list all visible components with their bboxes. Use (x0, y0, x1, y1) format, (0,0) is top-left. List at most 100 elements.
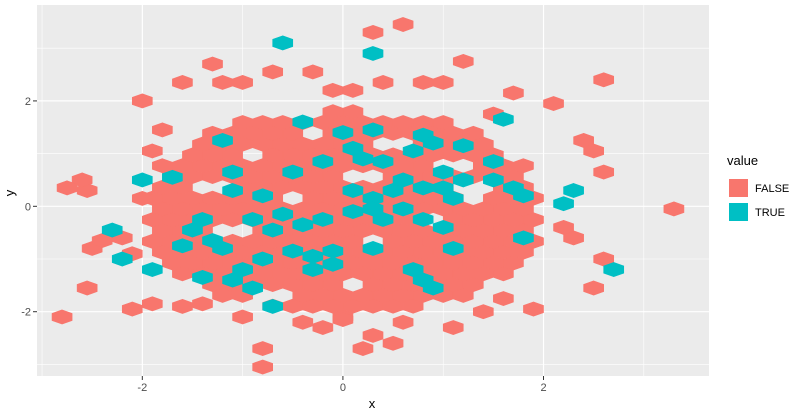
axes: -2 0 2 -2 0 2 (21, 96, 546, 394)
hex-bin-true (172, 238, 193, 254)
hex-bin-true (192, 270, 213, 285)
hex-bin-true (342, 183, 364, 198)
hex-bin-true (312, 212, 334, 227)
legend-label-false: FALSE (755, 183, 789, 195)
hex-bin-false (232, 75, 253, 90)
hex-bin-true (513, 230, 534, 246)
hex-bin-true (212, 241, 233, 256)
hex-bin-true (242, 280, 263, 296)
hex-bin-false (372, 75, 394, 90)
hex-bin-false (442, 320, 464, 335)
hex-bin-true (162, 169, 183, 185)
hex-bin-true (452, 138, 474, 154)
legend-label-true: TRUE (755, 207, 785, 219)
hex-bin-false (56, 180, 78, 196)
hex-bin-true (282, 243, 304, 259)
hex-bin-false (362, 327, 384, 343)
hex-bin-true (302, 262, 324, 277)
hex-bin-false (543, 96, 564, 111)
hex-bin-false (292, 314, 314, 330)
hex-bin-false (553, 219, 574, 235)
hex-bin-true (272, 35, 294, 51)
hex-bin-false (252, 359, 274, 375)
hex-bin-true (422, 280, 444, 296)
hex-bin-true (332, 125, 354, 140)
hex-bin-false (663, 201, 685, 217)
hex-bin-false (493, 291, 514, 306)
hex-bin-false (192, 296, 213, 312)
hex-bin-false (432, 115, 454, 130)
hex-bin-false (362, 24, 384, 40)
hex-bin-false (172, 75, 193, 90)
hex-bin-true (222, 164, 243, 180)
hex-bin-false (593, 72, 615, 88)
hex-bin-false (593, 164, 615, 180)
y-tick-label: -2 (21, 307, 31, 319)
hex-bin-true (483, 172, 504, 188)
hex-bin-false (121, 301, 143, 317)
hex-bin-false (332, 312, 354, 328)
hex-bin-false (523, 301, 544, 317)
hex-bin-true (182, 222, 203, 238)
hex-bin-false (262, 64, 284, 80)
hex-bin-false (131, 190, 153, 206)
hex-bin-false (142, 143, 163, 159)
hex-bin-false (342, 104, 364, 120)
legend: value FALSE TRUE (727, 153, 789, 221)
hex-bin-false (76, 280, 98, 296)
hex-bin-true (252, 251, 274, 267)
hex-bin-true (513, 188, 534, 204)
hex-bin-true (432, 219, 454, 235)
y-axis-title: y (2, 189, 17, 196)
hex-bin-true (553, 196, 574, 212)
legend-key-true (729, 203, 748, 221)
hex-bin-true (322, 256, 344, 272)
hex-bin-true (262, 222, 284, 238)
x-tick-label: 0 (340, 382, 346, 394)
legend-title: value (727, 153, 758, 168)
hex-bin-false (583, 280, 604, 296)
hex-bin-false (71, 172, 93, 188)
hex-bin-true (101, 222, 123, 238)
hex-bin-true (422, 135, 444, 151)
hex-bin-false (452, 53, 474, 69)
hex-bin-true (292, 114, 314, 130)
hex-bin-false (51, 309, 73, 325)
x-tick-label: 2 (540, 382, 546, 394)
hex-bins (51, 17, 685, 375)
hex-bin-true (362, 122, 384, 138)
legend-key-false (729, 179, 748, 197)
hex-bin-true (402, 143, 424, 159)
hex-bin-false (232, 309, 253, 325)
x-axis-title: x (369, 396, 376, 411)
hex-bin-true (362, 241, 384, 256)
hex-bin-true (483, 154, 504, 169)
hex-bin-true (272, 206, 294, 222)
hex-bin-false (252, 341, 274, 357)
hex-bin-true (111, 251, 133, 267)
hex-bin-true (603, 262, 625, 277)
hex-bin-true (392, 201, 414, 217)
hex-bin-false (432, 75, 454, 90)
hex-bin-false (472, 304, 494, 320)
hex-bin-false (513, 158, 534, 174)
hex-bin-true (452, 172, 474, 188)
hex-bin-true (222, 272, 243, 288)
hex-bin-true (242, 212, 263, 227)
hex-bin-false (131, 93, 153, 109)
hex-bin-true (212, 132, 233, 148)
hex-bin-false (503, 85, 524, 101)
hex-bin-false (142, 296, 163, 312)
hex-bin-false (302, 64, 324, 80)
hex-bin-true (262, 298, 284, 314)
hex-bin-false (583, 143, 604, 159)
hex-bin-true (362, 46, 384, 61)
hex-bin-false (392, 314, 414, 330)
hex-bin-true (493, 111, 514, 127)
hex-bin-true (412, 212, 434, 227)
hex-bin-true (222, 183, 243, 198)
hex-bin-true (282, 164, 304, 180)
hex-bin-false (152, 122, 173, 138)
x-tick-label: -2 (137, 382, 147, 394)
